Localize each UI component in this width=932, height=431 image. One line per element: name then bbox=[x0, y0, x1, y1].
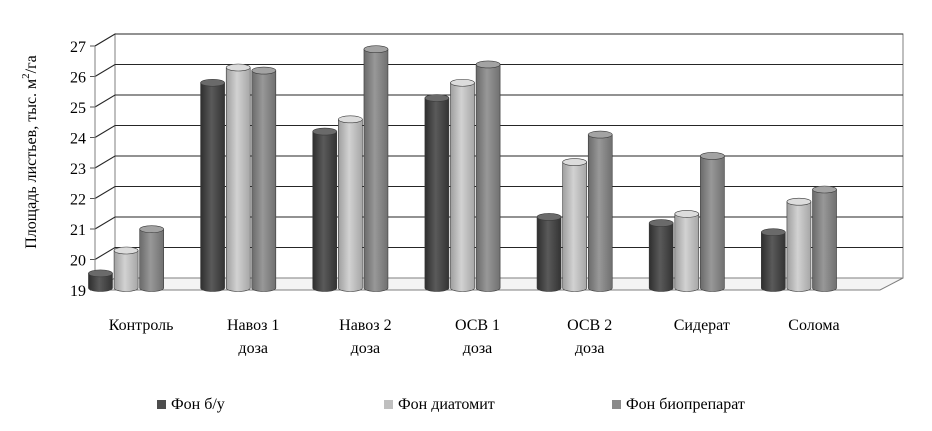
bars bbox=[88, 45, 837, 292]
gridline bbox=[94, 216, 903, 230]
legend-label: Фон б/у bbox=[171, 396, 225, 413]
x-tick-label: доза bbox=[463, 340, 493, 357]
gridline bbox=[94, 155, 903, 169]
gridline bbox=[94, 94, 903, 108]
bar bbox=[312, 127, 338, 292]
y-tick-label: 23 bbox=[70, 161, 86, 178]
y-tick-label: 24 bbox=[70, 131, 86, 148]
y-tick-labels: 19 20 21 22 23 24 25 26 27 bbox=[70, 39, 96, 300]
bar bbox=[536, 213, 562, 292]
bar bbox=[139, 225, 164, 292]
bar bbox=[88, 269, 113, 292]
legend: Фон б/у Фон диатомит Фон биопрепарат bbox=[157, 396, 745, 413]
legend-entry: Фон диатомит bbox=[384, 396, 495, 413]
bar bbox=[674, 210, 700, 292]
bar bbox=[450, 78, 475, 292]
y-axis-label-unit: /га bbox=[23, 55, 40, 73]
gridline bbox=[94, 246, 903, 260]
bar bbox=[113, 246, 139, 292]
legend-swatch bbox=[384, 400, 393, 409]
y-tick-label: 27 bbox=[70, 39, 86, 56]
x-tick-label: Сидерат bbox=[674, 317, 730, 334]
x-tick-label: доза bbox=[351, 340, 381, 357]
bar bbox=[761, 228, 786, 292]
legend-label: Фон биопрепарат bbox=[626, 396, 745, 413]
bar bbox=[200, 78, 225, 292]
gridline bbox=[94, 33, 903, 47]
gridline bbox=[94, 63, 903, 77]
bar bbox=[812, 185, 837, 292]
x-tick-label: ОСВ 1 bbox=[455, 317, 500, 334]
y-axis-label: Площадь листьев, тыс. м2/га bbox=[20, 55, 40, 249]
x-tick-labels: Контроль Навоз 1 доза Навоз 2 доза ОСВ 1 доза О… bbox=[109, 317, 840, 357]
x-tick-label: Солома bbox=[788, 317, 839, 334]
bar bbox=[251, 66, 277, 292]
bar bbox=[700, 152, 725, 292]
legend-swatch bbox=[157, 400, 166, 409]
gridlines bbox=[94, 33, 903, 260]
gridline bbox=[94, 124, 903, 138]
legend-entry: Фон б/у bbox=[157, 396, 225, 413]
bar bbox=[363, 45, 389, 292]
x-tick-label: Контроль bbox=[109, 317, 174, 334]
y-tick-label: 19 bbox=[70, 283, 86, 300]
legend-entry: Фон биопрепарат bbox=[612, 396, 745, 413]
x-tick-label: Навоз 2 bbox=[339, 317, 391, 334]
bar bbox=[786, 197, 812, 292]
y-tick-label: 20 bbox=[70, 253, 86, 270]
gridline bbox=[94, 185, 903, 199]
y-tick-label: 21 bbox=[70, 222, 86, 239]
y-axis-label-superscript: 2 bbox=[20, 73, 32, 79]
bar bbox=[587, 130, 613, 292]
bar bbox=[562, 158, 587, 292]
y-axis-label-main: Площадь листьев, тыс. м bbox=[23, 79, 40, 249]
bar bbox=[424, 94, 450, 292]
x-tick-label: Навоз 1 bbox=[227, 317, 279, 334]
x-tick-label: доза bbox=[238, 340, 268, 357]
legend-label: Фон диатомит bbox=[398, 396, 495, 413]
bar bbox=[338, 115, 363, 292]
y-tick-label: 25 bbox=[70, 100, 86, 117]
y-tick-label: 26 bbox=[70, 70, 86, 87]
x-tick-label: доза bbox=[575, 340, 605, 357]
bar bbox=[225, 63, 251, 292]
bar bbox=[648, 219, 674, 292]
y-tick-label: 22 bbox=[70, 192, 86, 209]
bar bbox=[475, 60, 501, 292]
x-tick-label: ОСВ 2 bbox=[567, 317, 612, 334]
legend-swatch bbox=[612, 400, 621, 409]
